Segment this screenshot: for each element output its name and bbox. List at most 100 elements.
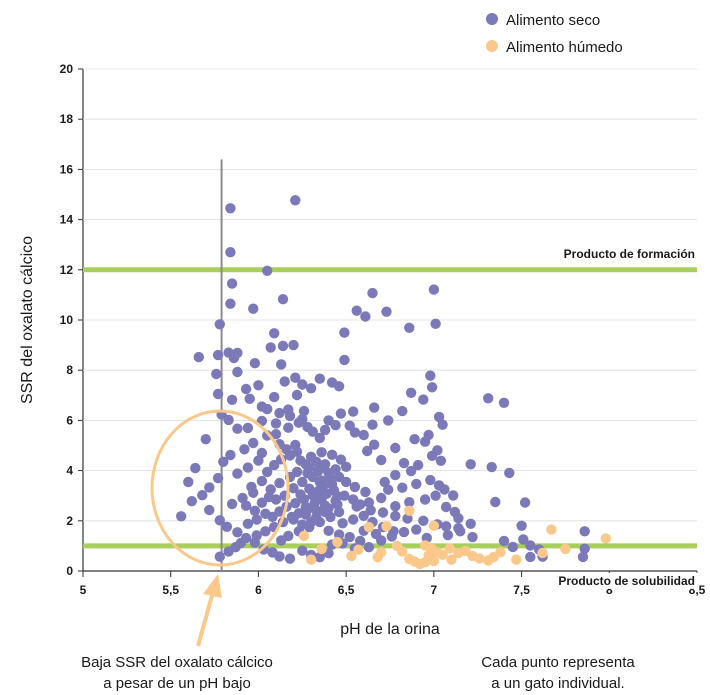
y-tick-label: 8 bbox=[66, 363, 73, 377]
y-tick-label: 12 bbox=[60, 263, 74, 277]
dry-food-point bbox=[290, 195, 301, 206]
dry-food-point bbox=[253, 380, 264, 391]
dry-food-point bbox=[279, 376, 290, 387]
dry-food-point bbox=[426, 450, 438, 461]
dry-food-point bbox=[256, 447, 268, 459]
dry-food-point bbox=[397, 405, 408, 417]
dry-food-point bbox=[430, 490, 441, 501]
dry-food-point bbox=[291, 446, 303, 457]
dry-food-point bbox=[440, 501, 452, 513]
dry-food-point bbox=[370, 528, 382, 540]
annotation-arrow-shaft bbox=[196, 591, 215, 647]
wet-food-point bbox=[444, 543, 455, 554]
dry-food-point bbox=[437, 419, 448, 430]
dry-food-point bbox=[297, 379, 308, 390]
dry-food-point bbox=[290, 372, 301, 383]
dry-food-point bbox=[349, 481, 361, 493]
highlight-ellipse-shape bbox=[150, 409, 290, 567]
highlight-ellipse bbox=[150, 409, 290, 567]
dry-food-point bbox=[223, 414, 234, 426]
dry-food-point bbox=[269, 391, 280, 403]
dry-food-point bbox=[314, 552, 325, 563]
dry-food-point bbox=[269, 328, 280, 339]
dry-food-point bbox=[269, 459, 280, 471]
solubility-label-bg bbox=[555, 572, 698, 589]
dry-food-point bbox=[516, 520, 527, 531]
dry-food-point bbox=[239, 444, 250, 455]
dry-food-point bbox=[251, 530, 262, 541]
wet-food-point bbox=[419, 540, 431, 551]
dry-food-point bbox=[428, 284, 440, 295]
annotation-note-line2: a un gato individual. bbox=[491, 675, 624, 692]
wet-food-point bbox=[372, 552, 383, 563]
dry-food-point bbox=[302, 467, 313, 479]
dry-food-point bbox=[270, 429, 282, 440]
reference-lines bbox=[83, 267, 697, 549]
dry-food-point bbox=[439, 484, 450, 495]
dry-food-point bbox=[291, 466, 303, 478]
wet-food-point bbox=[560, 543, 571, 555]
dry-food-point bbox=[186, 496, 197, 507]
wet-food-point bbox=[446, 554, 457, 565]
dry-food-point bbox=[235, 537, 247, 549]
dry-food-point bbox=[397, 482, 408, 493]
dry-food-point bbox=[274, 407, 285, 419]
dry-food-point bbox=[425, 370, 436, 381]
dry-food-point bbox=[304, 483, 315, 494]
dry-food-point bbox=[465, 459, 476, 470]
dry-food-point bbox=[242, 422, 254, 434]
x-axis-label: pH de la orina bbox=[340, 621, 440, 638]
y-tick-label: 14 bbox=[60, 213, 74, 227]
dry-food-point bbox=[286, 511, 297, 523]
gridlines bbox=[83, 68, 697, 522]
wet-food-point bbox=[474, 553, 485, 564]
legend-marker-wet bbox=[486, 40, 498, 52]
dry-food-point bbox=[483, 393, 494, 404]
dry-food-point bbox=[425, 474, 436, 486]
dry-food-point bbox=[240, 383, 252, 395]
dry-food-point bbox=[212, 472, 224, 484]
wet-food-point bbox=[381, 521, 392, 532]
dry-food-point bbox=[339, 354, 350, 366]
wet-food-point bbox=[404, 505, 415, 516]
dry-food-point bbox=[297, 545, 308, 556]
wet-food-point bbox=[363, 521, 375, 533]
dry-food-point bbox=[260, 526, 271, 537]
y-axis-label: SSR del oxalato cálcico bbox=[19, 236, 36, 404]
dry-food-point bbox=[242, 518, 254, 529]
dry-food-point bbox=[183, 476, 194, 488]
dry-food-point bbox=[351, 305, 362, 316]
dry-food-point bbox=[465, 518, 476, 529]
dry-food-point bbox=[246, 481, 257, 493]
dry-food-point bbox=[440, 521, 452, 532]
wet-food-point bbox=[537, 547, 548, 559]
legend-label-wet: Alimento húmedo bbox=[506, 39, 623, 56]
wet-food-point bbox=[316, 543, 327, 555]
dry-food-point bbox=[390, 442, 401, 454]
dry-food-point bbox=[291, 389, 303, 401]
dry-food-point bbox=[423, 429, 434, 441]
dry-food-point bbox=[363, 542, 375, 553]
y-tick-label: 4 bbox=[66, 464, 73, 478]
dry-food-point bbox=[405, 465, 417, 477]
dry-food-point bbox=[363, 497, 375, 508]
dry-food-point bbox=[214, 319, 225, 330]
dry-food-point bbox=[433, 411, 445, 423]
dry-food-point bbox=[277, 294, 289, 305]
dry-food-point bbox=[225, 247, 236, 258]
x-tick-label: 6 bbox=[255, 583, 262, 597]
annotation-arrow-head bbox=[203, 574, 222, 598]
dry-food-point bbox=[376, 454, 387, 466]
dry-food-point bbox=[256, 497, 268, 508]
dry-food-point bbox=[330, 464, 341, 475]
dry-food-point bbox=[302, 504, 313, 515]
dry-food-point bbox=[232, 468, 243, 479]
dry-food-point bbox=[226, 278, 238, 289]
dry-food-point bbox=[274, 551, 285, 562]
dry-food-point bbox=[204, 482, 215, 493]
dry-food-point bbox=[232, 423, 243, 434]
dry-food-point bbox=[360, 311, 371, 322]
wet-food-point bbox=[428, 555, 440, 567]
annotation-low-ssr-line2: a pesar de un pH bajo bbox=[103, 675, 251, 692]
